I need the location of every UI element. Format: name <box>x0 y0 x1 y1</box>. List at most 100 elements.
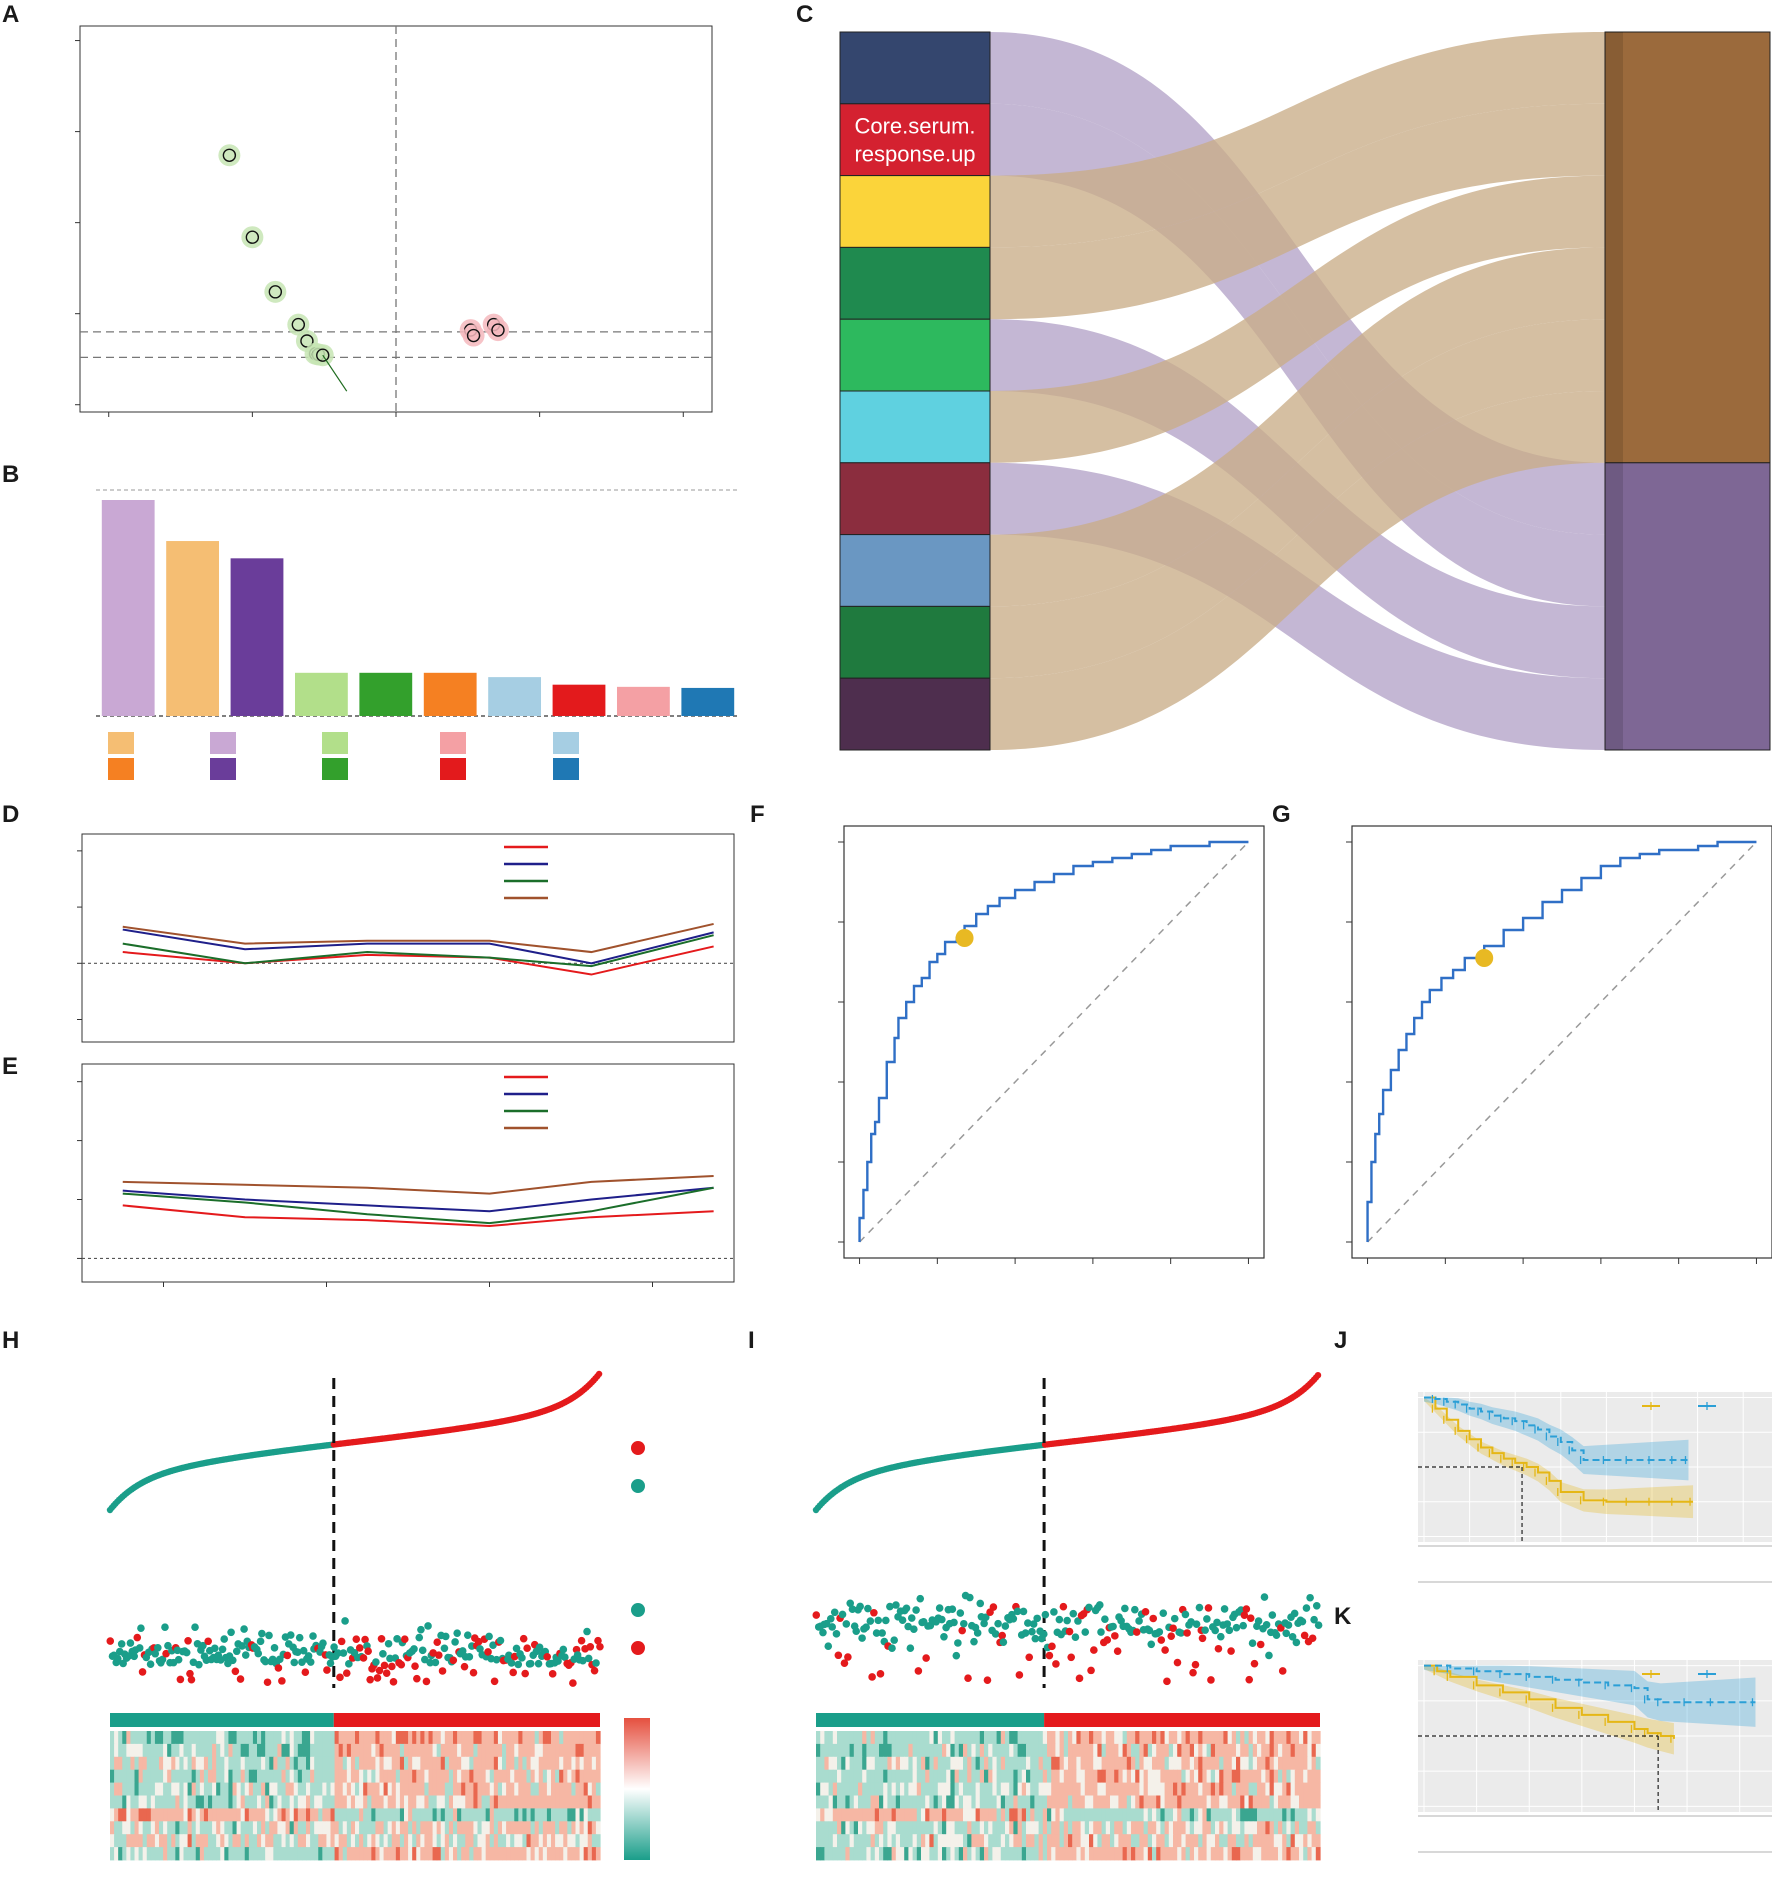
heatmap-cell <box>904 1808 909 1822</box>
heatmap-cell <box>363 1795 368 1809</box>
heatmap-cell <box>436 1769 442 1783</box>
dfs-dot <box>117 1640 126 1648</box>
panel-label-f: F <box>750 801 765 828</box>
heatmap-cell <box>1097 1731 1103 1745</box>
heatmap-cell <box>1311 1821 1317 1835</box>
heatmap-cell <box>563 1743 568 1758</box>
heatmap-cell <box>502 1782 507 1796</box>
heatmap-cell <box>130 1795 136 1809</box>
heatmap-cell <box>883 1795 888 1809</box>
bar <box>166 541 220 716</box>
heatmap-cell <box>996 1756 1002 1771</box>
heatmap-cell <box>236 1847 242 1861</box>
heatmap-cell <box>595 1847 601 1861</box>
heatmap-cell <box>992 1756 998 1771</box>
heatmap-cell <box>159 1782 164 1796</box>
heatmap-cell <box>199 1821 205 1835</box>
heatmap-cell <box>1063 1834 1069 1848</box>
heatmap-cell <box>110 1756 115 1771</box>
panel-g-roc <box>1346 825 1772 1264</box>
dfs-dot <box>890 1636 898 1644</box>
heatmap-cell <box>330 1834 336 1848</box>
heatmap-cell <box>1244 1847 1250 1861</box>
bar <box>294 672 348 716</box>
heatmap-cell <box>244 1795 250 1809</box>
heatmap-cell <box>481 1808 487 1822</box>
dfs-dot <box>1085 1603 1093 1612</box>
heatmap-cell <box>465 1821 470 1835</box>
heatmap-cell <box>1173 1731 1178 1745</box>
heatmap-cell <box>1131 1769 1136 1783</box>
heatmap-cell <box>481 1782 487 1796</box>
heatmap-cell <box>1072 1795 1077 1809</box>
heatmap-cell <box>318 1821 323 1835</box>
panel-k-km <box>1418 1660 1772 1853</box>
heatmap-cell <box>199 1847 205 1861</box>
heatmap-cell <box>979 1782 985 1796</box>
panel-label-i: I <box>748 1327 755 1354</box>
heatmap-cell <box>883 1782 888 1796</box>
heatmap-cell <box>879 1847 884 1861</box>
panel-i-risk <box>812 1371 1323 1861</box>
dfs-dot <box>388 1662 396 1671</box>
dfs-dot <box>970 1637 978 1646</box>
heatmap-cell <box>1299 1782 1304 1796</box>
heatmap-cell <box>1198 1782 1203 1796</box>
heatmap-cell <box>1000 1834 1006 1848</box>
heatmap-cell <box>858 1834 863 1848</box>
heatmap-cell <box>954 1731 960 1745</box>
heatmap-cell <box>342 1782 348 1796</box>
heatmap-cell <box>412 1808 417 1822</box>
heatmap-cell <box>514 1847 519 1861</box>
heatmap-cell <box>281 1795 287 1809</box>
heatmap-cell <box>832 1782 838 1796</box>
heatmap-cell <box>432 1821 438 1835</box>
heatmap-cell <box>404 1834 409 1848</box>
heatmap-cell <box>473 1743 479 1758</box>
heatmap-cell <box>1122 1821 1128 1835</box>
heatmap-cell <box>571 1769 577 1783</box>
heatmap-cell <box>1194 1743 1199 1758</box>
heatmap-cell <box>1105 1782 1111 1796</box>
heatmap-cell <box>1227 1834 1233 1848</box>
heatmap-cell <box>1185 1731 1191 1745</box>
heatmap-cell <box>530 1808 536 1822</box>
heatmap-cell <box>240 1743 246 1758</box>
heatmap-cell <box>261 1769 266 1783</box>
heatmap-cell <box>950 1847 956 1861</box>
heatmap-cell <box>118 1834 123 1848</box>
dfs-dot <box>902 1604 911 1613</box>
heatmap-cell <box>587 1821 593 1835</box>
heatmap-cell <box>244 1731 250 1745</box>
heatmap-cell <box>359 1834 364 1848</box>
cutoff-point <box>955 929 974 947</box>
heatmap-cell <box>1114 1795 1119 1809</box>
heatmap-cell <box>542 1821 548 1835</box>
heatmap-cell <box>355 1795 360 1809</box>
heatmap-cell <box>404 1743 409 1758</box>
heatmap-cell <box>118 1821 123 1835</box>
heatmap-cell <box>477 1782 483 1796</box>
heatmap-cell <box>1055 1808 1061 1822</box>
heatmap-cell <box>992 1808 998 1822</box>
heatmap-cell <box>1017 1769 1023 1783</box>
heatmap-cell <box>891 1782 897 1796</box>
heatmap-cell <box>1000 1795 1006 1809</box>
heatmap-cell <box>371 1795 377 1809</box>
heatmap-cell <box>1131 1782 1136 1796</box>
heatmap-cell <box>191 1821 197 1835</box>
heatmap-cell <box>187 1782 193 1796</box>
heatmap-cell <box>837 1821 842 1835</box>
heatmap-cell <box>187 1821 193 1835</box>
heatmap-cell <box>1055 1769 1061 1783</box>
heatmap-cell <box>175 1782 181 1796</box>
heatmap-cell <box>216 1782 221 1796</box>
panel-label-h: H <box>2 1327 19 1354</box>
heatmap-cell <box>1244 1769 1250 1783</box>
heatmap-cell <box>546 1743 552 1758</box>
heatmap-cell <box>428 1743 434 1758</box>
heatmap-cell <box>526 1821 532 1835</box>
heatmap-cell <box>849 1847 855 1861</box>
heatmap-cell <box>870 1743 876 1758</box>
heatmap-cell <box>937 1795 943 1809</box>
